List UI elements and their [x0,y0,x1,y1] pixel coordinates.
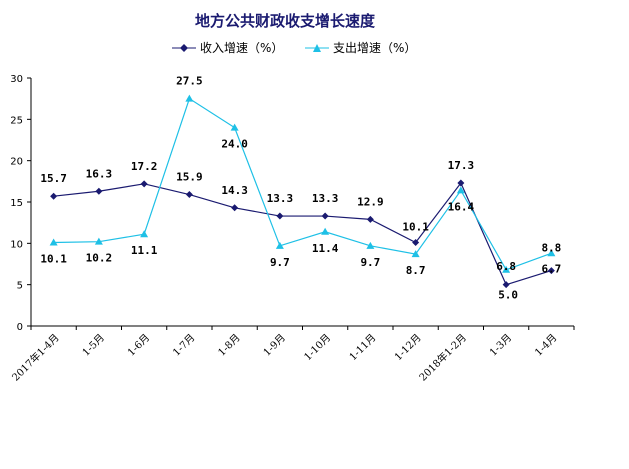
data-point [95,187,103,195]
x-tick-label: 1-6月 [125,332,152,359]
data-label: 5.0 [498,289,518,302]
x-tick-label: 1-5月 [80,332,107,359]
data-label: 16.4 [448,200,475,213]
data-point [502,265,511,273]
data-point [231,204,239,212]
x-tick-label: 2018年1-2月 [416,331,469,384]
axes: 0 5 10 15 20 25 30 2017年1-4月 1-5月 1-6月 1-7月 1-8月 1-9… [9,74,575,384]
series-line [53,97,552,271]
y-tick-label: 10 [10,239,23,250]
data-point [276,212,284,220]
series-income: 15.7 16.3 17.2 15.9 14.3 13.3 13.3 12.9 10.1 17.3… [40,159,561,302]
data-point [321,212,329,220]
x-tick-label: 1-8月 [216,332,243,359]
data-point [94,237,103,245]
data-label: 10.1 [402,221,429,234]
data-label: 10.2 [86,252,113,265]
data-label: 12.9 [357,195,384,208]
legend-item-income: 收入增速（%） [172,41,283,55]
legend-item-expenditure: 支出增速（%） [305,41,416,55]
series-line [53,181,552,286]
x-tick-label: 1-4月 [533,332,560,359]
data-label: 13.3 [267,192,294,205]
data-label: 11.1 [131,244,158,257]
data-point [547,267,555,275]
x-tick-label: 1-9月 [261,332,288,359]
data-point [366,215,374,223]
data-point [275,241,284,249]
data-label: 24.0 [221,138,248,151]
data-point [140,230,149,238]
data-label: 15.9 [176,171,203,184]
data-label: 8.8 [541,241,561,254]
data-label: 6.7 [541,263,561,276]
plot-area: 15.7 16.3 17.2 15.9 14.3 13.3 13.3 12.9 10.1 17.3… [40,75,561,302]
data-point [502,281,510,289]
y-tick-label: 30 [10,74,23,85]
legend-label-expenditure: 支出增速（%） [333,41,416,55]
data-point [140,180,148,188]
legend-label-income: 收入增速（%） [200,41,283,55]
data-point [185,191,193,199]
data-label: 11.4 [312,242,339,255]
data-label: 10.1 [40,253,67,266]
data-point [412,239,420,247]
y-tick-label: 0 [17,322,23,333]
data-point [230,123,239,131]
data-label: 15.7 [40,172,67,185]
legend: 收入增速（%） 支出增速（%） [172,41,416,55]
data-label: 27.5 [176,75,203,88]
y-tick-label: 20 [10,157,23,168]
data-label: 17.3 [448,159,475,172]
data-point [321,227,330,235]
data-label: 9.7 [270,256,290,269]
data-label: 16.3 [86,167,113,180]
x-tick-label: 1-3月 [487,332,514,359]
legend-marker-income [180,44,188,52]
data-label: 17.2 [131,160,158,173]
x-tick-label: 1-12月 [392,332,423,363]
data-label: 13.3 [312,192,339,205]
x-tick-label: 1-7月 [171,332,198,359]
x-tick-label: 1-11月 [347,332,378,363]
data-point [457,179,465,187]
data-label: 14.3 [221,184,248,197]
x-tick-label: 1-10月 [302,332,333,363]
data-label: 8.7 [406,264,426,277]
y-tick-label: 5 [17,281,23,292]
chart-title: 地方公共财政收支增长速度 [195,12,376,30]
data-point [547,249,556,257]
data-point [366,241,375,249]
series-expenditure: 10.1 10.2 11.1 27.5 24.0 9.7 11.4 9.7 8.7 16.4 6.8… [40,75,561,277]
data-label: 9.7 [360,256,380,269]
data-point [49,238,58,246]
y-tick-label: 25 [10,115,23,126]
x-tick-label: 2017年1-4月 [9,331,62,384]
y-tick-label: 15 [10,198,23,209]
data-point [456,186,465,194]
data-point [411,250,420,258]
data-point [185,94,194,102]
data-point [50,192,58,200]
legend-marker-expenditure [313,44,321,52]
data-label: 6.8 [496,260,516,273]
